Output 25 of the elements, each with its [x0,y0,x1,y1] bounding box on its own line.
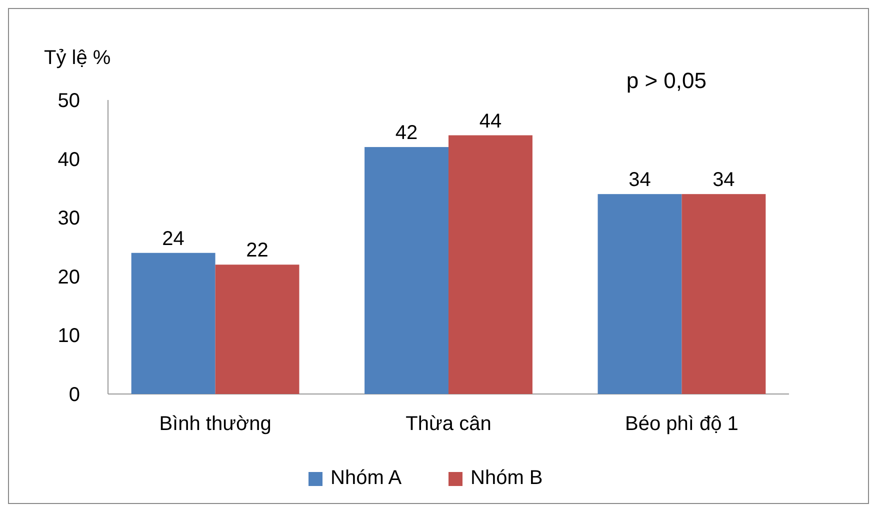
x-tick-label: Thừa cân [406,413,492,435]
data-label: 44 [479,110,502,132]
y-tick-label: 30 [58,208,80,230]
x-tick-label: Bình thường [159,413,272,435]
y-axis-title: Tỷ lệ % [44,47,111,69]
bar [215,264,300,394]
data-label: 22 [246,240,268,262]
data-label: 42 [395,122,418,144]
data-label: 24 [162,228,184,250]
bar [131,252,216,394]
data-label: 34 [628,169,651,192]
y-tick-label: 20 [58,266,80,288]
bar [682,194,766,394]
legend-label: Nhóm B [470,467,543,489]
y-tick-label: 0 [68,384,80,406]
y-tick-label: 40 [58,148,80,171]
text: p > 0,05 [626,68,706,93]
y-tick-label: 50 [58,90,80,112]
bar [598,194,682,394]
bar [364,147,448,394]
y-tick-label: 10 [58,325,80,348]
bar [448,135,532,394]
legend-label: Nhóm A [330,467,402,489]
data-label: 34 [712,169,735,192]
x-tick-label: Béo phì độ 1 [625,413,738,435]
